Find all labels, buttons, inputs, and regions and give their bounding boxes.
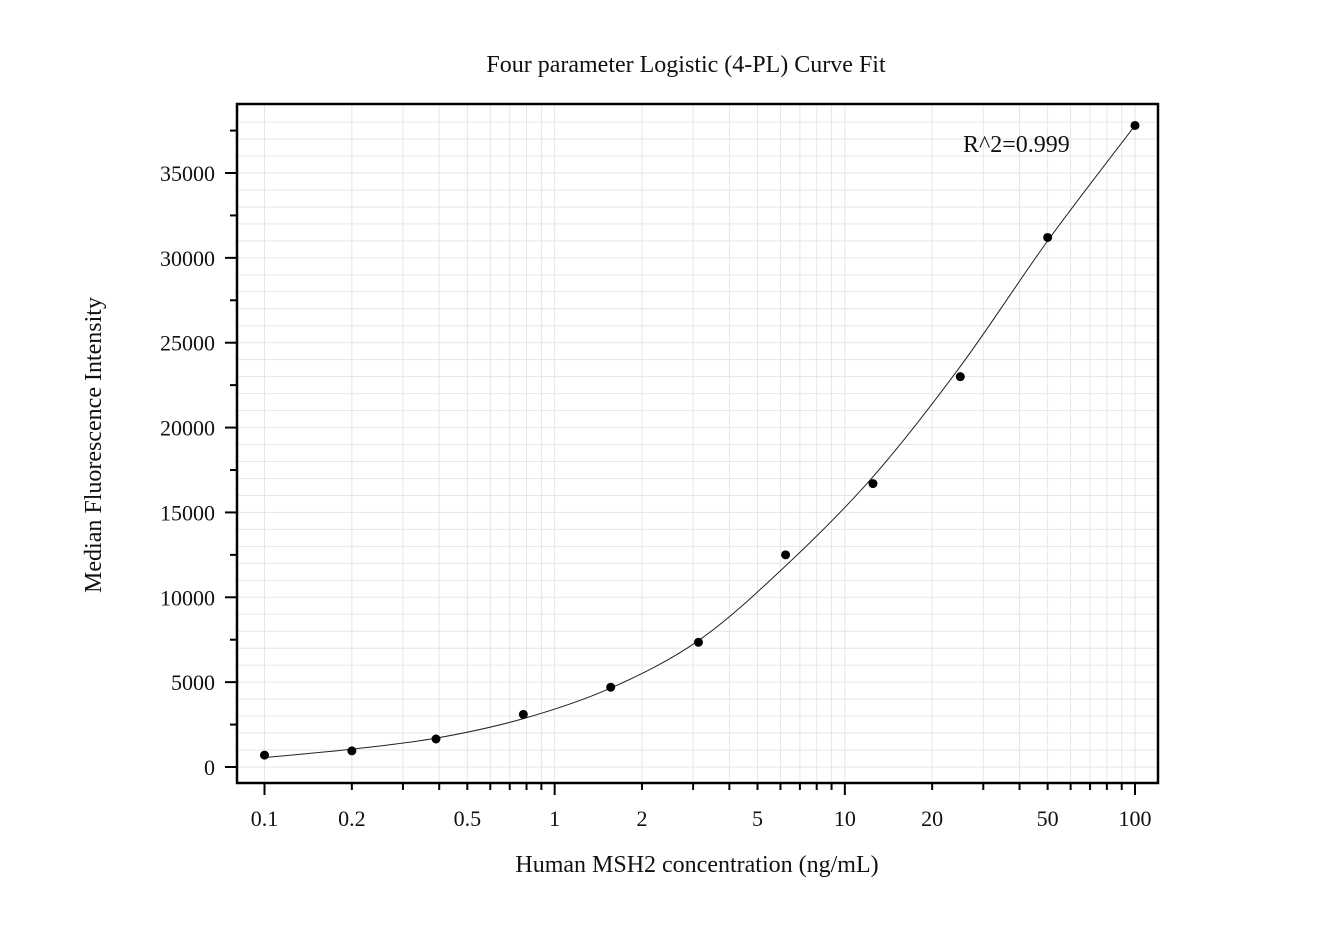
x-tick-label: 100: [1119, 806, 1152, 831]
y-tick-label: 5000: [171, 670, 215, 695]
x-tick-label: 10: [834, 806, 856, 831]
data-point: [781, 550, 791, 560]
x-tick-label: 0.1: [251, 806, 279, 831]
data-point: [693, 637, 703, 647]
y-tick-label: 35000: [160, 161, 215, 186]
data-point: [260, 750, 269, 760]
data-point: [518, 709, 528, 719]
data-points: [260, 120, 1140, 760]
x-axis-title: Human MSH2 concentration (ng/mL): [515, 852, 878, 878]
y-axis-title: Median Fluorescence Intensity: [81, 297, 107, 593]
x-axis: 0.1 0.2 0.5 1 2 5 10 20 50 100: [251, 783, 1152, 831]
r-squared-annotation: R^2=0.999: [963, 132, 1070, 158]
y-tick-label: 30000: [160, 246, 215, 271]
data-point: [868, 479, 878, 489]
chart-title: Four parameter Logistic (4-PL) Curve Fit: [486, 52, 886, 78]
data-point: [431, 734, 441, 744]
y-axis: 0 5000 10000 15000 20000 25000 30000 35000: [160, 129, 237, 780]
data-point: [1130, 120, 1140, 130]
data-point: [1043, 232, 1053, 242]
x-tick-label: 5: [752, 806, 763, 831]
data-point: [606, 682, 616, 692]
x-tick-label: 1: [549, 806, 560, 831]
y-tick-label: 0: [204, 755, 215, 780]
x-tick-label: 50: [1037, 806, 1059, 831]
y-tick-label: 10000: [160, 585, 215, 610]
data-point: [347, 746, 357, 756]
plot-frame: [235, 102, 1160, 785]
fit-curve: [264, 125, 1136, 759]
x-tick-label: 0.2: [338, 806, 366, 831]
x-tick-label: 0.5: [454, 806, 482, 831]
x-tick-label: 20: [921, 806, 943, 831]
fit-curve-layer: [264, 125, 1136, 759]
y-tick-label: 20000: [160, 416, 215, 441]
data-point: [955, 372, 965, 382]
y-tick-label: 25000: [160, 331, 215, 356]
grid: [237, 104, 1158, 783]
x-tick-label: 2: [637, 806, 648, 831]
y-tick-label: 15000: [160, 500, 215, 525]
